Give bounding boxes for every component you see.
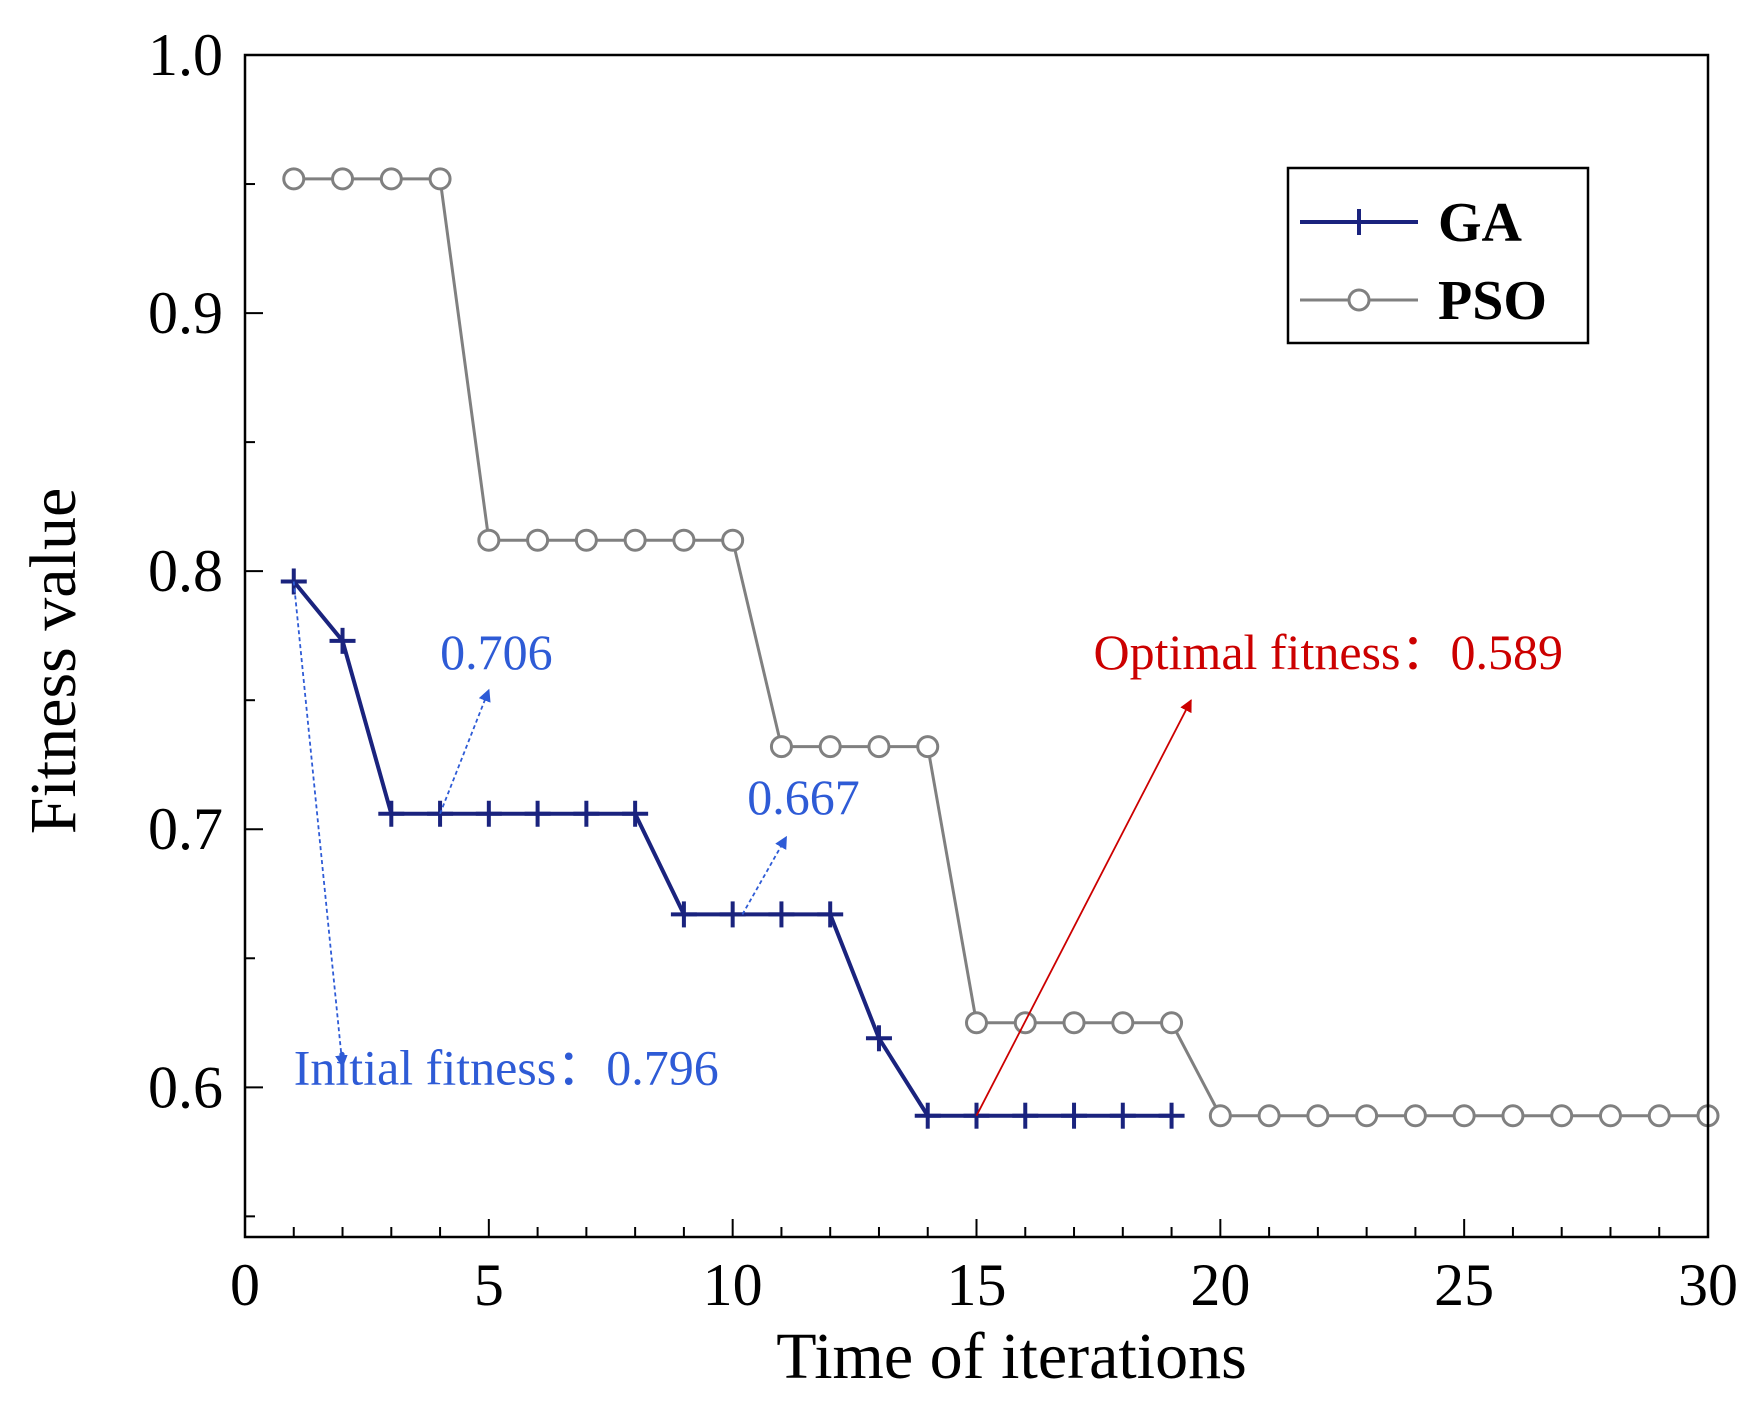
data-point-pso <box>1111 1011 1135 1035</box>
data-point-ga <box>475 800 502 827</box>
data-point-ga <box>1158 1102 1185 1129</box>
legend-item-pso: PSO <box>1300 270 1547 332</box>
annotations: Initial fitness：0.796 0.706 0.667 Optimal f… <box>292 581 1563 1117</box>
legend-label: GA <box>1438 192 1523 254</box>
legend-box <box>1286 166 1590 345</box>
data-point-pso <box>1598 1104 1622 1128</box>
data-point-pso <box>1062 1011 1086 1035</box>
data-point-pso <box>526 528 550 552</box>
x-tick-label: 25 <box>1434 1252 1494 1318</box>
legend: GA PSO <box>1286 166 1590 345</box>
annotation-label: 0.667 <box>747 769 860 825</box>
y-tick-label: 0.8 <box>148 538 223 604</box>
data-point-pso <box>721 528 745 552</box>
data-point-pso <box>282 167 306 191</box>
y-tick-label: 1.0 <box>148 22 223 88</box>
annotation-label: Optimal fitness：0.589 <box>1094 624 1563 680</box>
data-point-ga <box>1012 1102 1039 1129</box>
data-point-ga <box>378 800 405 827</box>
data-point-pso <box>1452 1104 1476 1128</box>
data-point-pso <box>1208 1104 1232 1128</box>
data-point-ga <box>573 800 600 827</box>
data-point-pso <box>965 1011 988 1035</box>
y-tick-label: 0.6 <box>148 1054 223 1120</box>
data-point-pso <box>1501 1104 1525 1128</box>
plot-area <box>280 167 1720 1129</box>
data-point-pso <box>916 735 940 759</box>
data-point-pso <box>818 735 842 759</box>
data-point-pso <box>331 167 355 191</box>
data-point-pso <box>1355 1104 1379 1128</box>
legend-marker <box>1347 288 1371 312</box>
data-point-pso <box>867 735 891 759</box>
data-point-ga <box>865 1025 892 1052</box>
data-point-pso <box>672 528 696 552</box>
data-point-pso <box>1550 1104 1574 1128</box>
data-point-pso <box>428 167 452 191</box>
legend-marker <box>1346 209 1372 235</box>
y-tick-label: 0.9 <box>148 280 223 346</box>
x-tick-label: 30 <box>1678 1252 1738 1318</box>
x-tick-label: 10 <box>703 1252 763 1318</box>
y-axis-title: Fitness value <box>17 488 90 834</box>
data-point-ga <box>329 627 356 654</box>
data-point-pso <box>769 735 793 759</box>
legend-item-ga: GA <box>1300 192 1523 254</box>
data-point-ga <box>719 901 746 928</box>
x-tick-label: 0 <box>230 1252 260 1318</box>
data-point-ga <box>524 800 551 827</box>
data-point-pso <box>1306 1104 1330 1128</box>
data-point-pso <box>1403 1104 1427 1128</box>
data-point-pso <box>477 528 501 552</box>
data-point-ga <box>914 1102 941 1129</box>
y-tick-label: 0.7 <box>148 796 223 862</box>
annotation-label: 0.706 <box>440 624 552 680</box>
data-point-ga <box>1061 1102 1088 1129</box>
x-tick-label: 20 <box>1190 1252 1250 1318</box>
data-point-pso <box>574 528 598 552</box>
data-point-ga <box>622 800 649 827</box>
data-point-pso <box>379 167 403 191</box>
legend-label: PSO <box>1438 270 1547 332</box>
annotation-arrow <box>439 688 491 815</box>
x-axis-title: Time of iterations <box>776 1320 1247 1393</box>
series-line-ga <box>292 580 1172 1118</box>
annotation-arrow <box>741 835 788 915</box>
annotation-label: Initial fitness：0.796 <box>294 1040 719 1096</box>
data-point-ga <box>670 901 697 928</box>
data-point-pso <box>623 528 647 552</box>
axes: 0 5 10 15 20 25 30 0.6 0.7 0.8 0.9 1.0 Time of itera… <box>17 22 1738 1393</box>
x-tick-label: 5 <box>474 1252 504 1318</box>
x-tick-label: 15 <box>947 1252 1007 1318</box>
data-point-ga <box>1109 1102 1136 1129</box>
data-point-pso <box>1647 1104 1671 1128</box>
data-point-ga <box>817 901 844 928</box>
annotation-arrow <box>292 581 348 1068</box>
data-point-pso <box>1257 1104 1281 1128</box>
data-point-ga <box>768 901 795 928</box>
annotation-arrow <box>975 699 1192 1117</box>
data-point-pso <box>1160 1011 1184 1035</box>
